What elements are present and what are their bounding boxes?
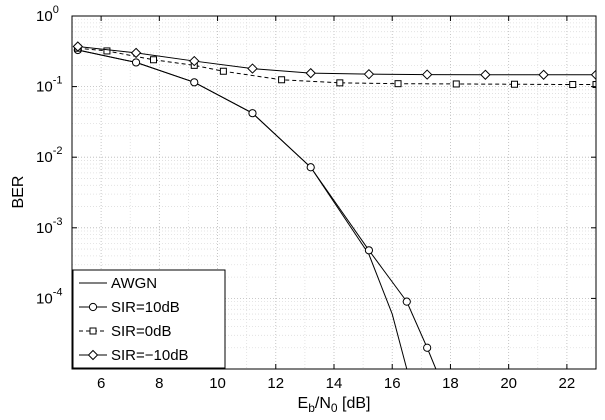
series-point (423, 343, 432, 352)
y-tick-exponent: -1 (53, 75, 63, 87)
y-tick-base: 10 (36, 290, 53, 307)
legend-label: SIR=0dB (111, 323, 171, 340)
x-axis-label-main: E (298, 395, 309, 412)
x-tick-label: 18 (442, 375, 459, 392)
series-1 (73, 45, 437, 369)
y-tick-exponent: -4 (53, 286, 63, 298)
series-point (402, 297, 411, 306)
x-axis-label-tail: [dB] (338, 395, 371, 412)
series-point (72, 41, 84, 52)
series-point (592, 81, 596, 89)
series-point (421, 69, 433, 80)
series-2 (74, 44, 596, 89)
x-tick-label: 14 (326, 375, 343, 392)
series-point (394, 80, 402, 88)
series-point (305, 67, 316, 79)
y-tick-label: 10-1 (36, 75, 62, 96)
legend-label: SIR=10dB (111, 299, 180, 316)
series-point (336, 79, 344, 87)
y-tick-label: 10-3 (36, 216, 62, 237)
y-tick-exponent: -3 (53, 216, 63, 228)
series-line (77, 47, 596, 86)
x-tick-label: 20 (500, 375, 517, 392)
series-point (480, 69, 491, 80)
x-tick-label: 22 (559, 375, 576, 392)
series-point (248, 109, 257, 118)
legend-box (72, 269, 226, 369)
y-tick-base: 10 (36, 149, 53, 166)
series-point (510, 80, 518, 88)
y-tick-base: 10 (36, 8, 53, 25)
legend-marker (87, 349, 99, 361)
series-point (569, 81, 577, 89)
x-tick-label: 6 (97, 375, 105, 392)
x-tick-label: 12 (267, 375, 284, 392)
y-tick-exponent: -2 (53, 145, 63, 157)
series-point (306, 163, 315, 172)
y-axis-label: BER (10, 176, 27, 209)
series-point (590, 69, 596, 80)
legend: AWGN SIR=10dB SIR=0dB SIR=−10dB (72, 269, 226, 369)
y-tick-base: 10 (36, 79, 53, 96)
series-point (131, 58, 141, 67)
series-point (130, 47, 142, 59)
x-axis-label: Eb/N0 [dB] (298, 395, 371, 415)
series-3 (72, 41, 596, 80)
series-point (190, 78, 199, 87)
series-line (77, 45, 596, 76)
legend-label: AWGN (111, 275, 157, 292)
x-tick-label: 10 (209, 375, 226, 392)
legend-label: SIR=−10dB (111, 347, 189, 364)
series-point (538, 69, 549, 80)
x-axis-label-mid: /N (315, 395, 331, 412)
series-point (363, 68, 375, 80)
series-point (189, 55, 200, 67)
y-tick-exponent: 0 (53, 4, 59, 16)
legend-marker (89, 327, 97, 335)
x-tick-label: 16 (384, 375, 401, 392)
series-point (278, 76, 286, 84)
y-tick-base: 10 (36, 220, 53, 237)
series-point (219, 67, 227, 75)
series-layer (72, 41, 596, 369)
series-point (247, 63, 258, 74)
legend-marker (88, 302, 98, 312)
x-tick-labels: 6 8 10 12 14 16 18 20 22 (97, 375, 575, 392)
y-tick-label: 10-2 (36, 145, 62, 166)
x-tick-label: 8 (155, 375, 163, 392)
x-axis-label-sub1: b (308, 401, 315, 415)
series-point (452, 80, 460, 88)
series-point (103, 47, 111, 55)
y-tick-label: 100 (36, 4, 59, 25)
x-axis-label-sub2: 0 (331, 401, 338, 415)
series-point (150, 56, 158, 64)
y-tick-label: 10-4 (36, 286, 62, 307)
series-point (364, 246, 374, 255)
